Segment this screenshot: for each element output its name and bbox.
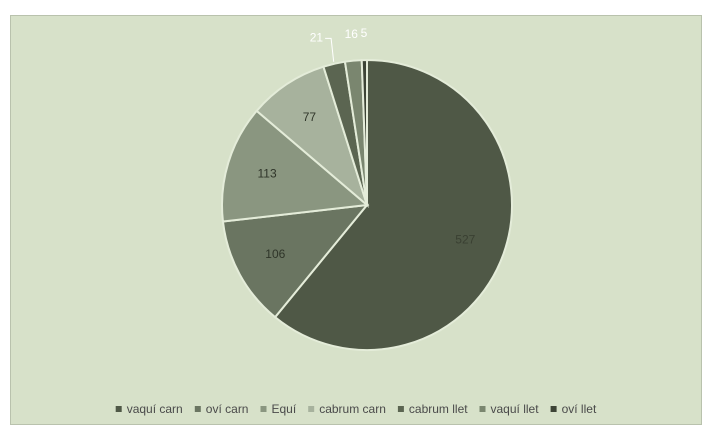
legend-item-0: vaquí carn	[115, 402, 183, 416]
legend-marker-3	[308, 406, 315, 412]
legend-label-6: oví llet	[562, 402, 597, 416]
legend-item-2: Equí	[260, 402, 297, 416]
data-label-0: 527	[455, 232, 475, 246]
legend-marker-0	[115, 406, 122, 412]
pie-slice-2	[221, 109, 370, 223]
legend-marker-1	[194, 406, 201, 412]
chart-legend: vaquí carn oví carn Equí cabrum carn cabrum …	[115, 402, 597, 416]
pie-data-labels: 527 106 113 77 21 16 5	[258, 26, 476, 261]
legend-item-6: oví llet	[550, 402, 597, 416]
legend-label-2: Equí	[272, 402, 297, 416]
pie-slice-3	[255, 65, 369, 209]
legend-label-4: cabrum llet	[409, 402, 468, 416]
legend-marker-2	[260, 406, 267, 412]
legend-marker-4	[397, 406, 404, 412]
data-label-1: 106	[265, 247, 285, 261]
legend-item-3: cabrum carn	[308, 402, 386, 416]
legend-item-1: oví carn	[194, 402, 249, 416]
legend-item-5: vaquí llet	[479, 402, 540, 416]
pie-slices	[221, 58, 513, 351]
pie-slice-0	[273, 58, 513, 351]
data-label-5: 16	[345, 27, 359, 41]
legend-marker-5	[479, 406, 486, 412]
legend-label-5: vaquí llet	[491, 402, 540, 416]
data-label-6: 5	[361, 26, 368, 40]
legend-label-0: vaquí carn	[127, 402, 183, 416]
legend-label-1: oví carn	[206, 402, 249, 416]
pie-slice-6	[360, 58, 368, 206]
data-label-3: 77	[303, 110, 317, 124]
data-label-4: 21	[310, 31, 324, 45]
legend-label-3: cabrum carn	[319, 402, 386, 416]
data-label-2: 113	[258, 167, 277, 181]
legend-item-4: cabrum llet	[397, 402, 468, 416]
leader-line-4	[325, 37, 335, 62]
pie-slice-1	[221, 203, 370, 319]
legend-marker-6	[550, 406, 557, 412]
